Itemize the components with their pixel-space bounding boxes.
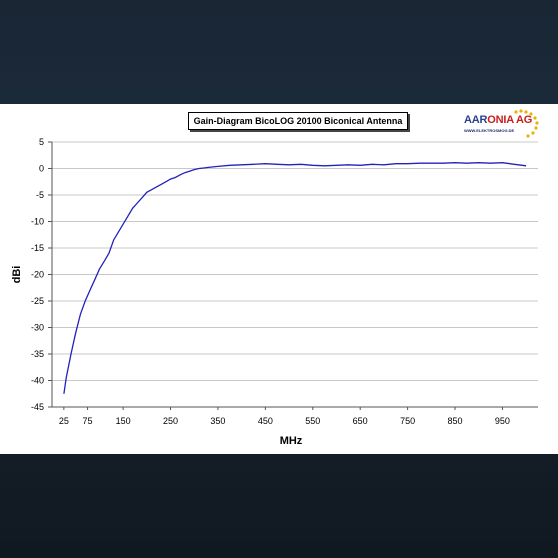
x-tick-label: 550	[305, 416, 320, 426]
x-tick-label: 950	[495, 416, 510, 426]
chart-title: Gain-Diagram BicoLOG 20100 Biconical Ant…	[188, 112, 408, 130]
aaronia-logo: AARONIA AG WWW.ELEKTROSMOG.DE	[458, 108, 540, 140]
y-tick-label: 0	[39, 164, 44, 174]
x-tick-label: 250	[163, 416, 178, 426]
y-tick-label: -45	[31, 402, 44, 412]
y-tick-label: 5	[39, 137, 44, 147]
logo-name: AARONIA AG	[464, 114, 533, 126]
y-tick-label: -40	[31, 376, 44, 386]
gain-series-line	[63, 162, 527, 394]
top-background-band	[0, 0, 558, 104]
x-axis-title: MHz	[280, 435, 303, 447]
gain-chart: 5 0 -5 -10 -15 -20 -25 -30 -35 -40 -45 25 75 150 250 35…	[11, 137, 538, 447]
x-tick-label: 25	[59, 416, 69, 426]
x-tick-label: 350	[210, 416, 225, 426]
x-tick-label: 450	[258, 416, 273, 426]
y-axis-title: dBi	[11, 266, 23, 284]
chart-panel	[0, 104, 558, 454]
x-tick-label: 850	[448, 416, 463, 426]
y-tick-label: -30	[31, 323, 44, 333]
logo-url: WWW.ELEKTROSMOG.DE	[464, 128, 515, 133]
y-tick-label: -25	[31, 296, 44, 306]
x-tick-label: 650	[353, 416, 368, 426]
y-tick-label: -15	[31, 243, 44, 253]
x-tick-label: 150	[116, 416, 131, 426]
x-tick-label: 75	[83, 416, 93, 426]
y-tick-label: -20	[31, 270, 44, 280]
y-tick-label: -10	[31, 217, 44, 227]
logo-dots-icon	[514, 109, 539, 138]
x-tick-label: 750	[400, 416, 415, 426]
y-tick-label: -35	[31, 349, 44, 359]
bottom-background-band	[0, 454, 558, 558]
y-tick-label: -5	[36, 190, 44, 200]
